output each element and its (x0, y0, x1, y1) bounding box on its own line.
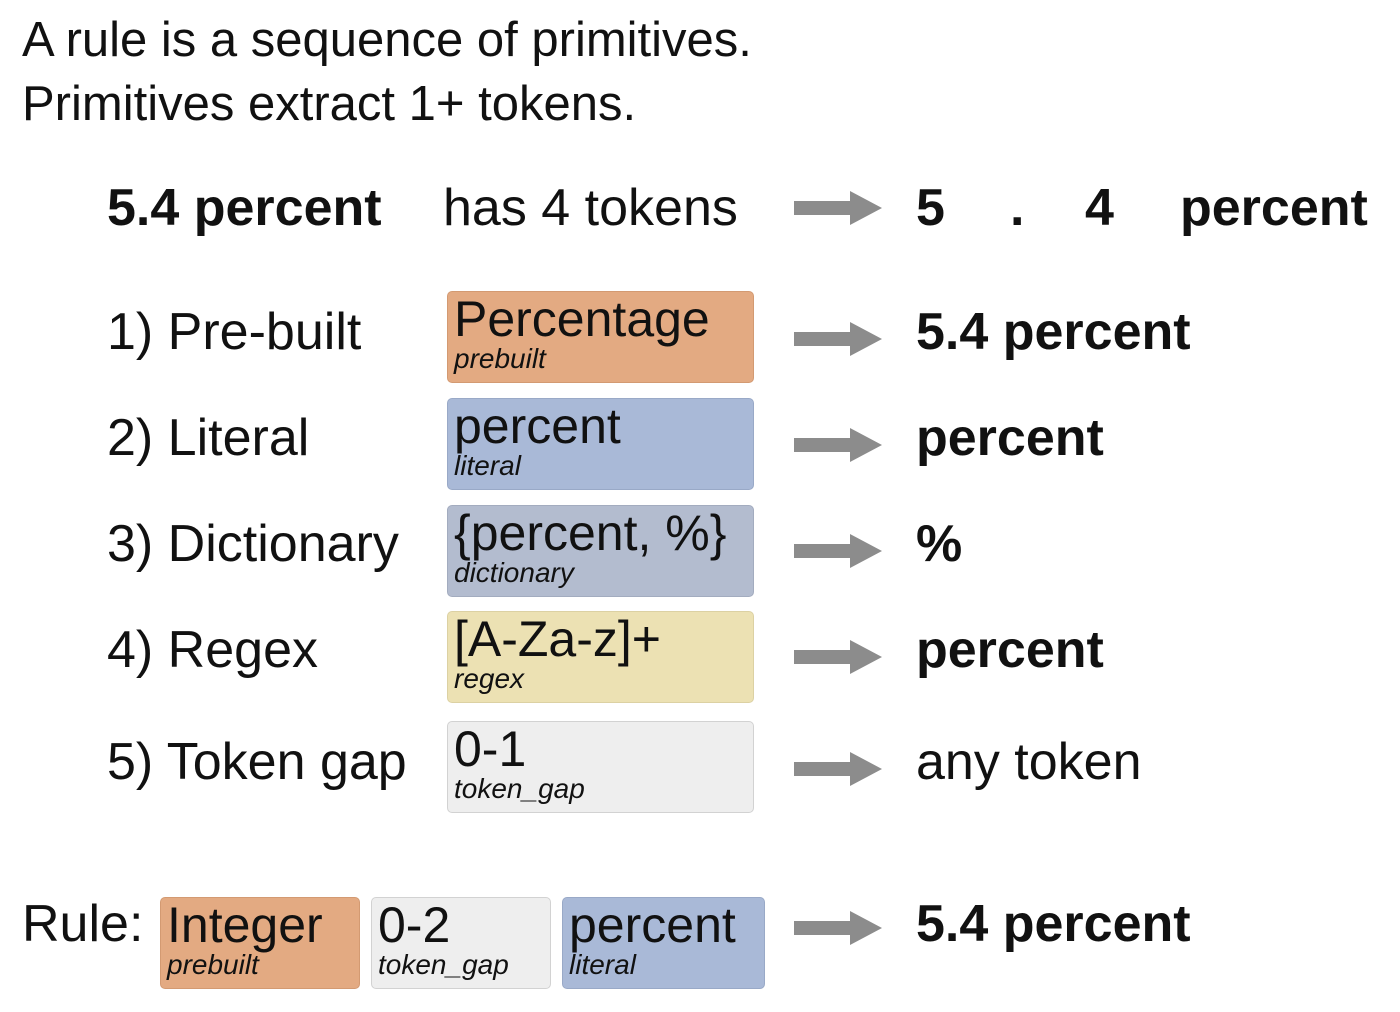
primitive-value: percent (454, 398, 621, 454)
heading-line-2: Primitives extract 1+ tokens. (22, 77, 637, 131)
token-description: has 4 tokens (443, 179, 738, 237)
primitive-result-prebuilt: 5.4 percent (916, 303, 1191, 361)
rule-part-type: prebuilt (167, 949, 259, 980)
arrow-icon (794, 322, 882, 356)
primitive-result-dictionary: % (916, 515, 963, 573)
primitive-label-regex: 4) Regex (107, 621, 318, 679)
primitive-label-dictionary: 3) Dictionary (107, 515, 399, 573)
primitive-box-prebuilt: Percentage prebuilt (447, 291, 754, 383)
primitive-label-literal: 2) Literal (107, 409, 310, 467)
primitive-value: [A-Za-z]+ (454, 611, 661, 667)
primitive-type: regex (454, 663, 525, 694)
primitive-value: 0-1 (454, 721, 527, 777)
primitive-type: dictionary (454, 557, 574, 588)
rule-part-value: 0-2 (378, 897, 451, 953)
arrow-icon (794, 534, 882, 568)
token-phrase: 5.4 percent (107, 179, 382, 237)
token-2: . (1010, 179, 1025, 237)
primitive-box-token-gap: 0-1 token_gap (447, 721, 754, 813)
primitive-type: token_gap (454, 773, 585, 804)
rule-result: 5.4 percent (916, 895, 1191, 953)
rule-part-value: Integer (167, 897, 323, 953)
primitive-result-token-gap: any token (916, 733, 1142, 791)
primitive-box-literal: percent literal (447, 398, 754, 490)
primitive-box-dictionary: {percent, %} dictionary (447, 505, 754, 597)
token-4: percent (1180, 179, 1368, 237)
primitive-label-prebuilt: 1) Pre-built (107, 303, 362, 361)
primitive-type: prebuilt (454, 343, 546, 374)
primitive-result-regex: percent (916, 621, 1104, 679)
arrow-icon (794, 640, 882, 674)
primitive-value: {percent, %} (454, 505, 727, 561)
primitive-value: Percentage (454, 291, 710, 347)
arrow-icon (794, 191, 882, 225)
primitive-result-literal: percent (916, 409, 1104, 467)
arrow-icon (794, 752, 882, 786)
arrow-icon (794, 428, 882, 462)
rule-label: Rule: (22, 895, 144, 953)
token-3: 4 (1085, 179, 1114, 237)
token-1: 5 (916, 179, 945, 237)
arrow-icon (794, 911, 882, 945)
primitive-label-token-gap: 5) Token gap (107, 733, 407, 791)
heading-line-1: A rule is a sequence of primitives. (22, 13, 752, 67)
rule-part-token-gap: 0-2 token_gap (371, 897, 551, 989)
rule-part-literal: percent literal (562, 897, 765, 989)
primitive-type: literal (454, 450, 521, 481)
rule-part-prebuilt: Integer prebuilt (160, 897, 360, 989)
rule-part-type: literal (569, 949, 636, 980)
rule-part-value: percent (569, 897, 736, 953)
rule-part-type: token_gap (378, 949, 509, 980)
primitive-box-regex: [A-Za-z]+ regex (447, 611, 754, 703)
